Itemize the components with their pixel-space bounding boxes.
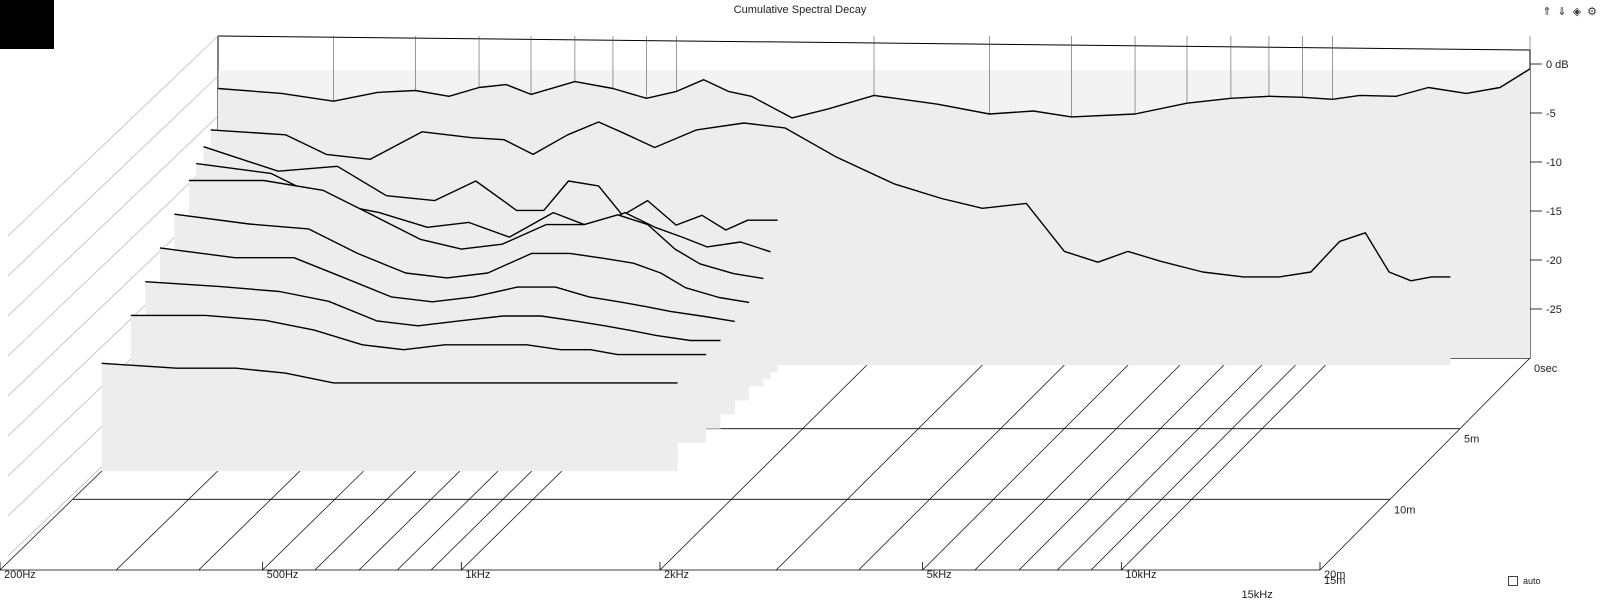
time-tick-label: 5m — [1464, 434, 1479, 446]
slice-line — [203, 146, 778, 231]
db-tick-label: -20 — [1546, 255, 1562, 267]
chart-title: Cumulative Spectral Decay — [733, 4, 867, 16]
slice-line — [101, 362, 678, 384]
freq-grid-line — [659, 357, 875, 571]
diamond-icon[interactable]: ◈ — [1572, 5, 1582, 18]
slice-fill — [101, 363, 678, 472]
left-wall-line — [7, 155, 219, 357]
left-wall-line — [7, 115, 219, 317]
time-tick-label: 10m — [1394, 504, 1415, 516]
freq-back-label: 15kHz — [1242, 589, 1273, 601]
freq-grid-line — [1090, 357, 1303, 571]
time-tick-label: 15m — [1324, 575, 1345, 587]
freq-tick-label: 20m — [1324, 569, 1345, 581]
slice-line — [159, 247, 735, 323]
time-tick-label: 0sec — [1534, 363, 1558, 375]
freq-tick-label: 2kHz — [664, 569, 689, 581]
left-wall-line — [7, 75, 219, 277]
db-tick-label: -15 — [1546, 206, 1562, 218]
slice-line — [217, 68, 1531, 119]
db-tick-label: -25 — [1546, 304, 1562, 316]
axes-layer: 0 dB -5 -10 -15 -20 -25 0sec 5m 10m 15m 200Hz 500Hz… — [0, 59, 1569, 601]
slice-line — [188, 179, 764, 280]
db-tick-label: -5 — [1546, 108, 1556, 120]
auto-checkbox[interactable] — [1508, 576, 1518, 586]
db-tick-label: 0 dB — [1546, 59, 1569, 71]
arrow-down-icon[interactable]: ⇓ — [1557, 5, 1567, 18]
freq-tick-label: 10kHz — [1125, 569, 1156, 581]
freq-tick-label: 500Hz — [267, 569, 299, 581]
freq-grid-line — [1018, 357, 1232, 571]
settings-icon[interactable]: ⚙ — [1587, 5, 1597, 18]
toolbar: ⇑ ⇓ ◈ ⚙ — [1541, 6, 1598, 18]
slice-line — [174, 213, 750, 304]
auto-label: auto — [1523, 576, 1541, 586]
freq-grid-line — [974, 357, 1188, 571]
freq-grid-line — [1057, 357, 1270, 571]
corner-box — [0, 0, 54, 49]
freq-tick-label: 1kHz — [465, 569, 490, 581]
freq-tick-label: 200Hz — [4, 569, 36, 581]
freq-grid-line — [775, 357, 990, 571]
arrow-up-icon[interactable]: ⇑ — [1542, 5, 1552, 18]
slice-line — [130, 314, 707, 356]
freq-grid-line — [858, 357, 1072, 571]
freq-grid-line — [1121, 357, 1333, 571]
freq-grid-line — [922, 357, 1136, 571]
db-tick-label: -10 — [1546, 157, 1562, 169]
slice-line — [145, 281, 721, 342]
slice-line — [210, 121, 1451, 282]
freq-grid-line — [1319, 357, 1531, 571]
freq-tick-label: 5kHz — [927, 569, 952, 581]
left-wall-line — [7, 35, 219, 237]
auto-toggle[interactable]: auto — [1508, 576, 1541, 586]
slices-layer — [101, 68, 1531, 472]
